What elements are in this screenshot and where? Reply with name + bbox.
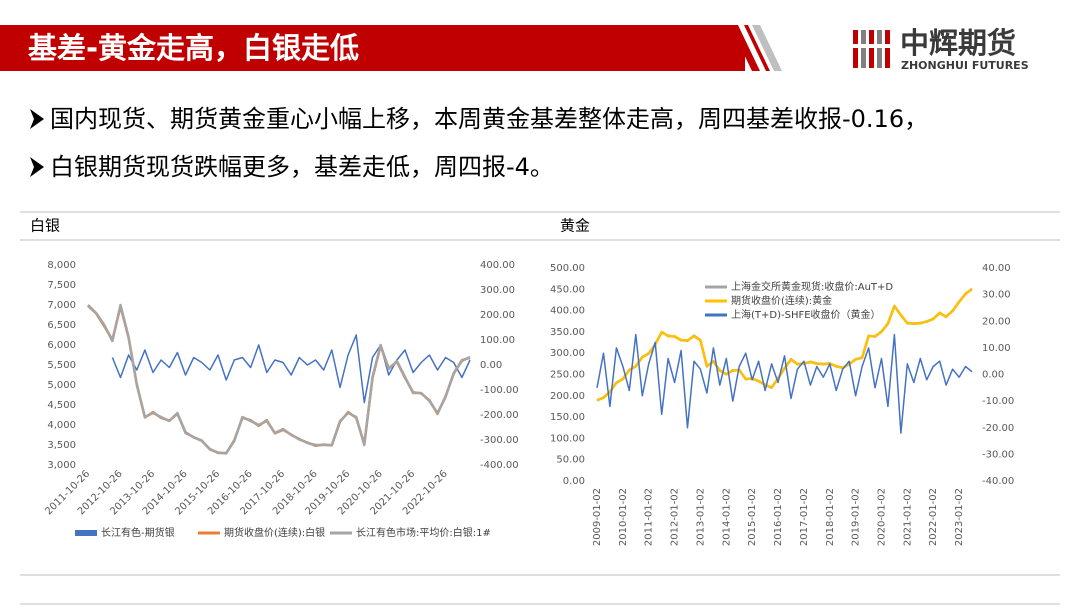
logo-name: 中辉期货 xyxy=(900,26,1016,60)
legend-label: 期货收盘价(连续):白银 xyxy=(224,526,325,539)
y-tick-label: 6,000 xyxy=(47,340,76,351)
series-line xyxy=(87,303,471,455)
y-tick-label: 5,000 xyxy=(47,380,76,391)
bullet-text: 国内现货、期货黄金重心小幅上移，本周黄金基差整体走高，周四基差收报-0.16， xyxy=(50,105,928,133)
y-tick-label: 3,500 xyxy=(47,440,76,451)
logo-sub: ZHONGHUI FUTURES xyxy=(901,59,1029,72)
y2-tick-label: 20.00 xyxy=(982,316,1011,327)
x-tick-label: 2018-01-02 xyxy=(825,488,836,546)
x-tick-label: 2009-01-02 xyxy=(592,488,603,546)
logo-icon xyxy=(853,30,890,68)
x-tick-label: 2013-01-02 xyxy=(695,488,706,546)
x-tick-label: 2023-01-02 xyxy=(954,488,965,546)
y-tick-label: 300.00 xyxy=(550,348,585,359)
x-tick-label: 2010-01-02 xyxy=(618,488,629,546)
y2-tick-label: -30.00 xyxy=(982,449,1014,460)
x-tick-label: 2011-01-02 xyxy=(644,488,655,546)
y2-tick-label: 10.00 xyxy=(982,343,1011,354)
y-tick-label: 4,000 xyxy=(47,420,76,431)
legend-label: 长江有色-期货银 xyxy=(101,526,175,539)
y-tick-label: 0.00 xyxy=(563,476,585,487)
bullet-text: 白银期货现货跌幅更多，基差走低，周四报-4。 xyxy=(50,153,554,181)
y2-tick-label: 300.00 xyxy=(480,285,515,296)
series-line xyxy=(111,334,471,404)
y-tick-label: 200.00 xyxy=(550,391,585,402)
y2-tick-label: 200.00 xyxy=(480,310,515,321)
panel-title: 黄金 xyxy=(560,217,590,235)
header-band xyxy=(0,25,745,71)
x-tick-label: 2021-01-02 xyxy=(902,488,913,546)
y-tick-label: 150.00 xyxy=(550,412,585,423)
y-tick-label: 450.00 xyxy=(550,284,585,295)
x-tick-label: 2012-01-02 xyxy=(670,488,681,546)
y2-tick-label: 400.00 xyxy=(480,260,515,271)
y-tick-label: 3,000 xyxy=(47,460,76,471)
y-tick-label: 400.00 xyxy=(550,306,585,317)
y-tick-label: 8,000 xyxy=(47,260,76,271)
y-tick-label: 100.00 xyxy=(550,433,585,444)
x-tick-label: 2020-01-02 xyxy=(876,488,887,546)
y2-tick-label: -400.00 xyxy=(480,460,519,471)
legend-label: 上海(T+D)-SHFE收盘价（黄金） xyxy=(731,308,881,321)
y-tick-label: 500.00 xyxy=(550,263,585,274)
y-tick-label: 7,000 xyxy=(47,300,76,311)
x-tick-label: 2017-01-02 xyxy=(799,488,810,546)
y2-tick-label: 30.00 xyxy=(982,290,1011,301)
y-tick-label: 7,500 xyxy=(47,280,76,291)
series-line xyxy=(596,333,973,434)
bullet-arrow xyxy=(30,109,44,129)
y2-tick-label: -40.00 xyxy=(982,476,1014,487)
y2-tick-label: 100.00 xyxy=(480,335,515,346)
y-tick-label: 6,500 xyxy=(47,320,76,331)
bullet-arrow xyxy=(30,157,44,177)
y-tick-label: 250.00 xyxy=(550,370,585,381)
legend-label: 期货收盘价(连续):黄金 xyxy=(731,294,832,307)
y2-tick-label: 0.00 xyxy=(480,360,502,371)
header-stripe xyxy=(752,25,782,71)
x-tick-label: 2022-01-02 xyxy=(928,488,939,546)
y2-tick-label: -200.00 xyxy=(480,410,519,421)
x-tick-label: 2019-01-02 xyxy=(851,488,862,546)
legend-label: 长江有色市场:平均价:白银:1# xyxy=(356,526,491,539)
y-tick-label: 5,500 xyxy=(47,360,76,371)
y-tick-label: 350.00 xyxy=(550,327,585,338)
y2-tick-label: -10.00 xyxy=(982,396,1014,407)
legend-label: 上海金交所黄金现货:收盘价:AuT+D xyxy=(731,280,893,293)
y2-tick-label: 0.00 xyxy=(982,370,1004,381)
header-stripe xyxy=(738,25,766,71)
panel-title: 白银 xyxy=(30,217,60,235)
series-line xyxy=(596,288,973,402)
y2-tick-label: -100.00 xyxy=(480,385,519,396)
y2-tick-label: -300.00 xyxy=(480,435,519,446)
y2-tick-label: 40.00 xyxy=(982,263,1011,274)
y2-tick-label: -20.00 xyxy=(982,423,1014,434)
x-tick-label: 2014-01-02 xyxy=(721,488,732,546)
y-tick-label: 50.00 xyxy=(556,455,585,466)
y-tick-label: 4,500 xyxy=(47,400,76,411)
header-title: 基差-黄金走高，白银走低 xyxy=(28,31,359,65)
x-tick-label: 2016-01-02 xyxy=(773,488,784,546)
x-tick-label: 2015-01-02 xyxy=(747,488,758,546)
